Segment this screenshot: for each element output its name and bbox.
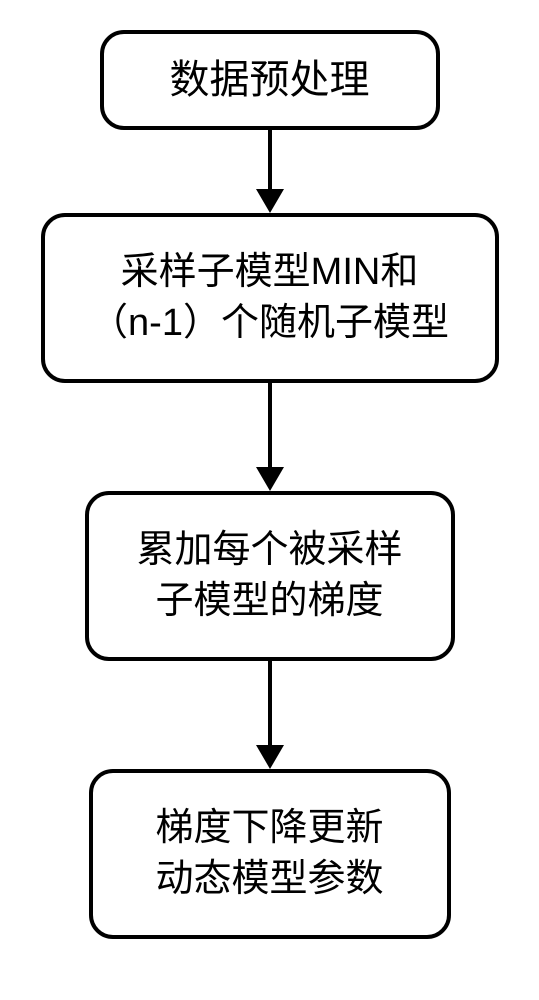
arrow-head-icon	[256, 467, 284, 491]
arrow-line	[268, 130, 272, 190]
arrow-line	[268, 661, 272, 746]
node-label: 数据预处理	[170, 56, 370, 104]
arrow-head-icon	[256, 189, 284, 213]
flowchart-arrow	[256, 383, 284, 491]
flowchart-node-preprocess: 数据预处理	[100, 30, 440, 130]
arrow-line	[268, 383, 272, 468]
flowchart-node-sampling: 采样子模型MIN和 （n-1）个随机子模型	[41, 213, 499, 383]
arrow-head-icon	[256, 745, 284, 769]
flowchart-node-update: 梯度下降更新 动态模型参数	[89, 769, 451, 939]
flowchart-node-accumulate: 累加每个被采样 子模型的梯度	[85, 491, 455, 661]
flowchart-arrow	[256, 130, 284, 213]
node-label: 采样子模型MIN和 （n-1）个随机子模型	[90, 247, 449, 350]
node-label: 累加每个被采样 子模型的梯度	[136, 525, 402, 628]
flowchart-arrow	[256, 661, 284, 769]
node-label: 梯度下降更新 动态模型参数	[155, 803, 383, 906]
